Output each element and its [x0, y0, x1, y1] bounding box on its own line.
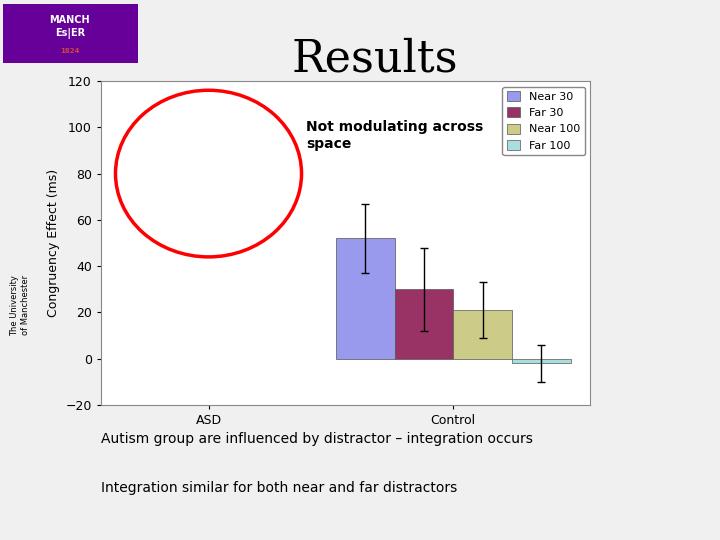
Bar: [336, 238, 395, 359]
Bar: [3, 3, 138, 63]
Text: Autism group are influenced by distractor – integration occurs: Autism group are influenced by distracto…: [101, 432, 533, 446]
Legend: Near 30, Far 30, Near 100, Far 100: Near 30, Far 30, Near 100, Far 100: [503, 86, 585, 155]
Text: The University
of Manchester: The University of Manchester: [10, 275, 30, 335]
Text: 1824: 1824: [60, 48, 79, 53]
Text: Not modulating across
space: Not modulating across space: [307, 120, 484, 151]
Y-axis label: Congruency Effect (ms): Congruency Effect (ms): [47, 169, 60, 317]
Text: Integration similar for both near and far distractors: Integration similar for both near and fa…: [101, 481, 457, 495]
Text: Results: Results: [291, 38, 458, 81]
Bar: [395, 289, 454, 359]
Bar: [454, 310, 512, 359]
Text: Es|ER: Es|ER: [55, 28, 85, 39]
Bar: [512, 359, 571, 363]
Text: MANCH: MANCH: [50, 15, 90, 25]
